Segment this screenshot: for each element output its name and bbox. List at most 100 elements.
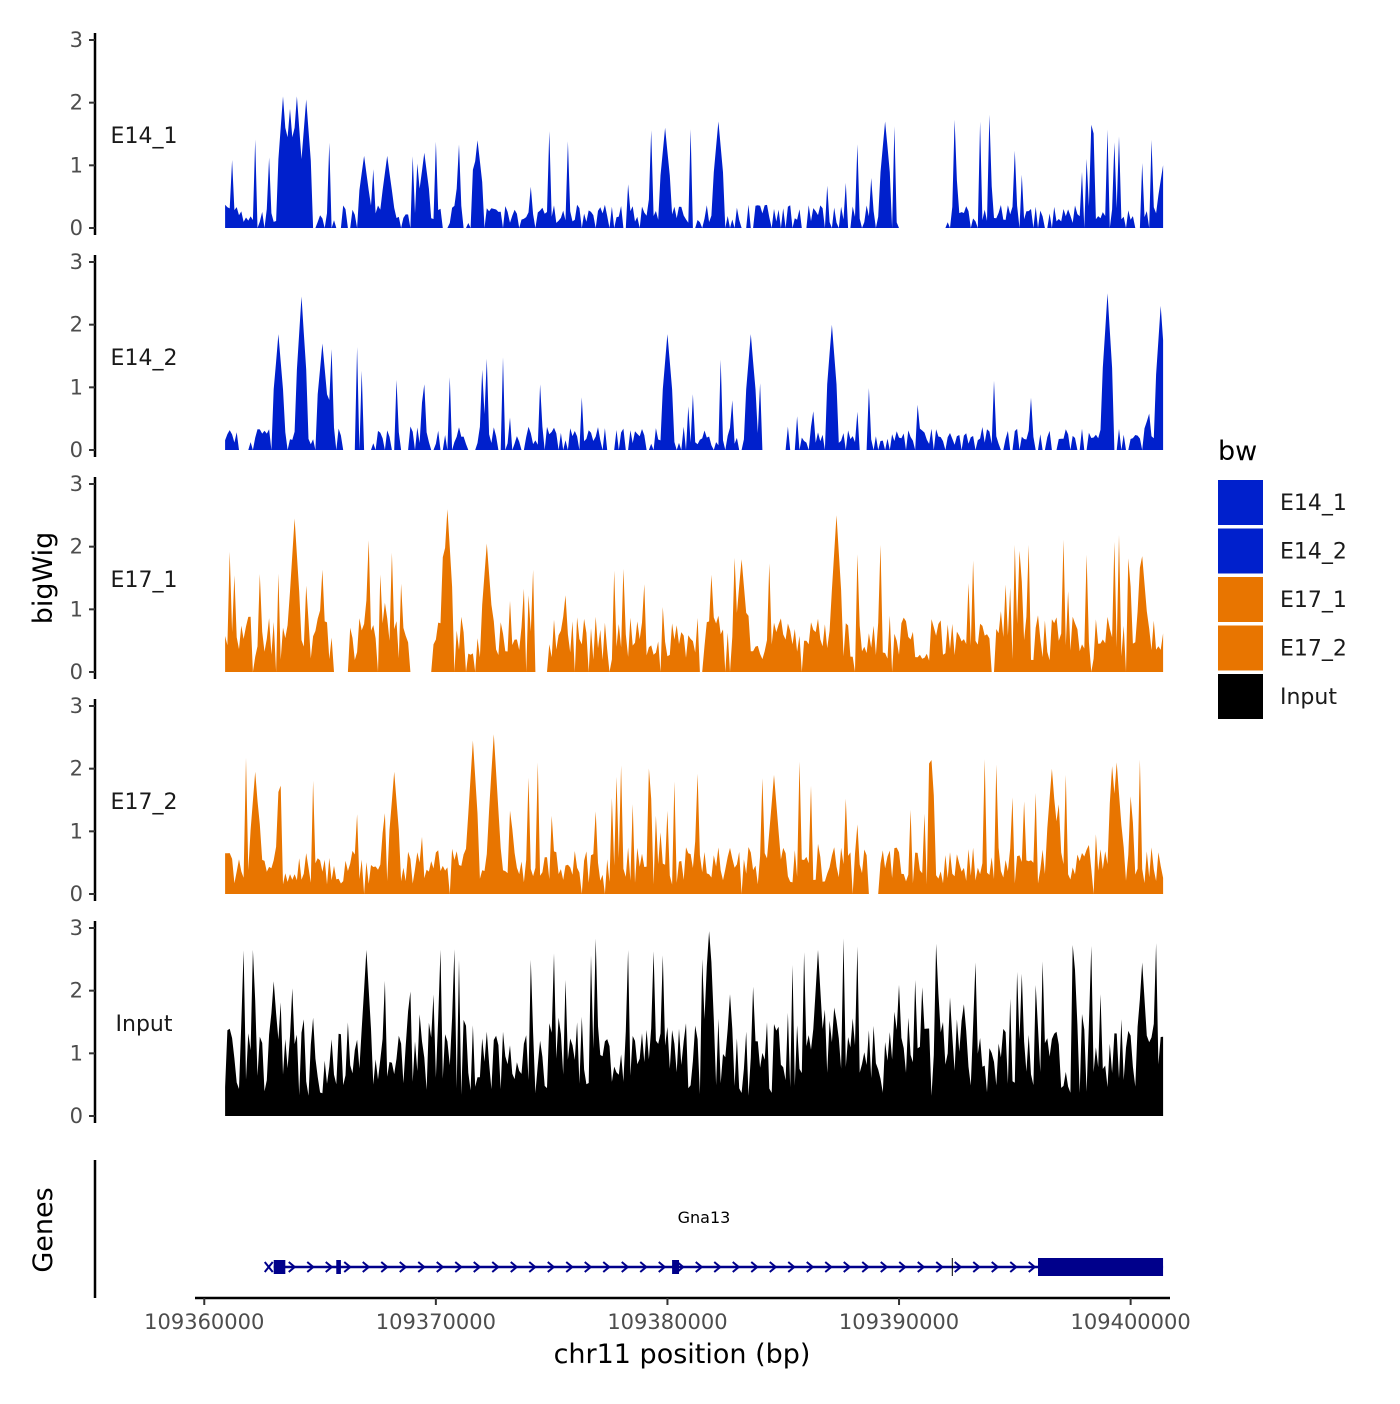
- y-tick-label: 2: [70, 535, 83, 559]
- y-tick-label: 3: [70, 694, 83, 718]
- x-tick-label: 109360000: [144, 1310, 264, 1334]
- y-tick-label: 1: [70, 153, 83, 177]
- y-tick-label: 3: [70, 472, 83, 496]
- strand-arrow: [621, 1261, 630, 1273]
- strand-arrow: [325, 1261, 334, 1273]
- legend-label-E17_2: E17_2: [1280, 637, 1347, 662]
- strand-arrow: [991, 1261, 1000, 1273]
- gene-exon: [336, 1260, 341, 1274]
- signal-area-E17_1: [225, 509, 1164, 672]
- y-tick-label: 2: [70, 757, 83, 781]
- y-tick-label: 3: [70, 28, 83, 52]
- y-tick-label: 1: [70, 375, 83, 399]
- track-label-E14_1: E14_1: [111, 124, 178, 149]
- track-label-Input: Input: [116, 1012, 173, 1037]
- strand-arrow: [380, 1261, 389, 1273]
- strand-arrow: [306, 1261, 315, 1273]
- track-label-E17_1: E17_1: [111, 568, 178, 593]
- y-tick-label: 3: [70, 916, 83, 940]
- signal-area-E17_2: [225, 734, 1164, 894]
- track-E17_2: 0 1 2 3 E17_2: [70, 694, 1164, 906]
- signal-area-Input: [225, 931, 1164, 1116]
- strand-arrow: [695, 1261, 704, 1273]
- y-tick-label: 2: [70, 313, 83, 337]
- legend-swatch-E14_2: [1218, 528, 1263, 574]
- y-tick-label: 2: [70, 979, 83, 1003]
- gene-exon: [672, 1260, 680, 1274]
- strand-arrow: [565, 1261, 574, 1273]
- y-tick-label: 0: [70, 660, 83, 684]
- x-tick-label: 109390000: [839, 1310, 959, 1334]
- strand-arrow: [1009, 1261, 1018, 1273]
- strand-arrow: [658, 1261, 667, 1273]
- track-Input: 0 1 2 3 Input: [70, 916, 1164, 1128]
- strand-arrow: [861, 1261, 870, 1273]
- strand-arrow: [417, 1261, 426, 1273]
- strand-arrow: [935, 1261, 944, 1273]
- y-tick-label: 0: [70, 1104, 83, 1128]
- signal-area-E14_1: [225, 96, 1164, 229]
- strand-arrow: [639, 1261, 648, 1273]
- y-tick-label: 0: [70, 882, 83, 906]
- genes-track-title: Genes: [28, 1187, 59, 1272]
- tracks-layer: 0 1 2 3 E14_1 0 1 2 3 E14_2 0 1 2 3 E17_1 0 1 2 3 E17_2 0 1 2 3…: [70, 28, 1164, 1128]
- x-tick-label: 109380000: [607, 1310, 727, 1334]
- legend-swatch-E17_2: [1218, 625, 1263, 671]
- strand-arrow: [584, 1261, 593, 1273]
- y-tick-label: 1: [70, 819, 83, 843]
- gene-exon: [1037, 1258, 1164, 1276]
- x-tick-label: 109400000: [1071, 1310, 1191, 1334]
- gene-name-label: Gna13: [678, 1208, 731, 1227]
- x-axis: 109360000 109370000 109380000 109390000 1094…: [144, 1296, 1191, 1334]
- y-tick-label: 1: [70, 1041, 83, 1065]
- strand-arrow: [491, 1261, 500, 1273]
- legend: bw E14_1 E14_2 E17_1 E17_2 Input: [1218, 436, 1347, 719]
- y-tick-label: 1: [70, 597, 83, 621]
- strand-arrow: [843, 1261, 852, 1273]
- strand-arrow: [343, 1261, 352, 1273]
- strand-arrow: [602, 1261, 611, 1273]
- track-E14_2: 0 1 2 3 E14_2: [70, 250, 1164, 462]
- strand-arrow: [676, 1261, 685, 1273]
- track-label-E14_2: E14_2: [111, 346, 178, 371]
- strand-arrow: [750, 1261, 759, 1273]
- strand-arrow: [824, 1261, 833, 1273]
- strand-arrow: [1028, 1261, 1037, 1273]
- strand-arrow: [769, 1261, 778, 1273]
- legend-swatch-E14_1: [1218, 480, 1263, 525]
- track-E17_1: 0 1 2 3 E17_1: [70, 472, 1164, 684]
- y-tick-label: 0: [70, 216, 83, 240]
- x-axis-title: chr11 position (bp): [554, 1339, 811, 1370]
- y-axis-title: bigWig: [28, 532, 59, 625]
- strand-arrow: [732, 1261, 741, 1273]
- y-tick-label: 3: [70, 250, 83, 274]
- track-label-E17_2: E17_2: [111, 790, 178, 815]
- strand-arrow: [917, 1261, 926, 1273]
- strand-arrow: [454, 1261, 463, 1273]
- strand-arrow: [972, 1261, 981, 1273]
- y-tick-label: 2: [70, 91, 83, 115]
- strand-arrow: [880, 1261, 889, 1273]
- strand-arrow: [473, 1261, 482, 1273]
- legend-label-E17_1: E17_1: [1280, 588, 1347, 613]
- gene-start-mark: [263, 1261, 274, 1273]
- strand-arrow: [806, 1261, 815, 1273]
- strand-arrow: [528, 1261, 537, 1273]
- strand-arrow: [436, 1261, 445, 1273]
- signal-area-E14_2: [225, 293, 1164, 450]
- genes-layer: Genes Gna13: [28, 1160, 1164, 1298]
- legend-title: bw: [1218, 436, 1257, 467]
- gene-exon: [273, 1260, 286, 1274]
- strand-arrow: [954, 1261, 963, 1273]
- strand-arrow: [787, 1261, 796, 1273]
- legend-swatch-E17_1: [1218, 577, 1263, 622]
- strand-arrow: [713, 1261, 722, 1273]
- x-tick-label: 109370000: [376, 1310, 496, 1334]
- y-tick-label: 0: [70, 438, 83, 462]
- strand-arrow: [898, 1261, 907, 1273]
- legend-label-E14_1: E14_1: [1280, 491, 1347, 516]
- track-E14_1: 0 1 2 3 E14_1: [70, 28, 1164, 240]
- legend-swatch-Input: [1218, 674, 1263, 719]
